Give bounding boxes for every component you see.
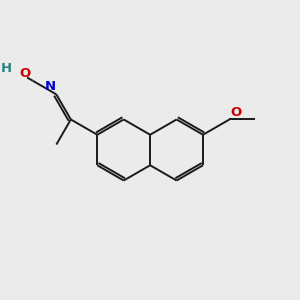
Text: N: N xyxy=(45,80,56,93)
Text: H: H xyxy=(1,62,12,75)
Text: O: O xyxy=(230,106,242,118)
Text: O: O xyxy=(20,67,31,80)
